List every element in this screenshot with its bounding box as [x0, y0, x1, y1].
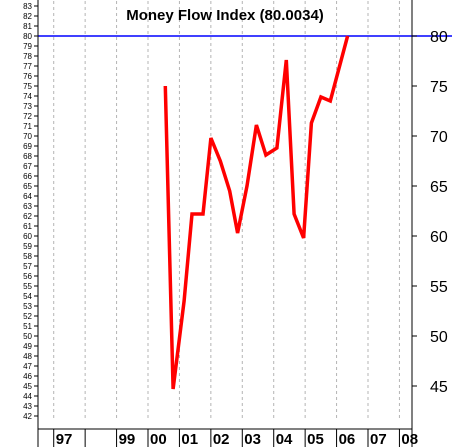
left-tick-label-59: 59	[23, 242, 32, 251]
right-y-tick-labels: 45 50 55 60 65 70 75 80	[430, 29, 448, 396]
x-tick-label-01: 01	[181, 431, 198, 447]
x-tick-label-00: 00	[150, 431, 167, 447]
left-tick-label-74: 74	[23, 92, 32, 101]
mfi-series-line	[163, 35, 350, 390]
left-tick-label-72: 72	[23, 112, 32, 121]
left-tick-label-77: 77	[23, 62, 32, 71]
series-layer	[163, 35, 350, 390]
x-tick-label-05: 05	[307, 431, 324, 447]
right-tick-label-80: 80	[430, 29, 448, 46]
left-tick-label-67: 67	[23, 162, 32, 171]
left-tick-label-45: 45	[23, 382, 32, 391]
left-tick-label-75: 75	[23, 82, 32, 91]
right-tick-label-70: 70	[430, 129, 448, 146]
x-tick-label-07: 07	[370, 431, 387, 447]
right-tick-label-75: 75	[430, 79, 448, 96]
x-tick-label-99: 99	[119, 431, 136, 447]
left-tick-label-62: 62	[23, 212, 32, 221]
left-tick-label-71: 71	[23, 122, 32, 131]
left-y-tick-labels: 4243444546474849505152535455565758596061…	[23, 2, 32, 421]
right-tick-label-55: 55	[430, 279, 448, 296]
x-tick-label-04: 04	[276, 431, 293, 447]
left-tick-label-76: 76	[23, 72, 32, 81]
left-tick-label-60: 60	[23, 232, 32, 241]
left-tick-label-50: 50	[23, 332, 32, 341]
left-tick-label-56: 56	[23, 272, 32, 281]
left-tick-label-63: 63	[23, 202, 32, 211]
grid-layer	[53, 1, 400, 421]
x-tick-label-03: 03	[244, 431, 261, 447]
left-tick-label-57: 57	[23, 262, 32, 271]
axis-layer	[34, 0, 417, 447]
left-tick-label-78: 78	[23, 52, 32, 61]
left-tick-label-64: 64	[23, 192, 32, 201]
left-tick-label-53: 53	[23, 302, 32, 311]
left-tick-label-52: 52	[23, 312, 32, 321]
left-tick-label-82: 82	[23, 12, 32, 21]
chart-title: Money Flow Index (80.0034)	[126, 7, 324, 24]
left-tick-label-55: 55	[23, 282, 32, 291]
left-tick-label-48: 48	[23, 352, 32, 361]
x-tick-label-02: 02	[213, 431, 230, 447]
left-tick-label-51: 51	[23, 322, 32, 331]
left-tick-label-46: 46	[23, 372, 32, 381]
left-tick-label-44: 44	[23, 392, 32, 401]
left-tick-label-58: 58	[23, 252, 32, 261]
right-tick-label-65: 65	[430, 179, 448, 196]
left-tick-label-47: 47	[23, 362, 32, 371]
left-tick-label-61: 61	[23, 222, 32, 231]
left-tick-label-42: 42	[23, 412, 32, 421]
left-tick-label-54: 54	[23, 292, 32, 301]
right-tick-label-60: 60	[430, 229, 448, 246]
left-tick-label-49: 49	[23, 342, 32, 351]
left-tick-label-43: 43	[23, 402, 32, 411]
left-tick-label-65: 65	[23, 182, 32, 191]
left-tick-label-69: 69	[23, 142, 32, 151]
left-tick-label-73: 73	[23, 102, 32, 111]
left-tick-label-66: 66	[23, 172, 32, 181]
right-tick-label-45: 45	[430, 379, 448, 396]
x-tick-label-06: 06	[339, 431, 356, 447]
x-tick-label-08: 08	[401, 431, 418, 447]
left-tick-label-80: 80	[23, 32, 32, 41]
x-tick-labels: 97 99 00 01 02 03 04 05 06 07 08	[56, 431, 418, 447]
x-tick-label-97: 97	[56, 431, 73, 447]
left-tick-label-70: 70	[23, 132, 32, 141]
left-tick-label-83: 83	[23, 2, 32, 11]
left-tick-label-68: 68	[23, 152, 32, 161]
left-tick-label-79: 79	[23, 42, 32, 51]
left-tick-label-81: 81	[23, 22, 32, 31]
right-tick-label-50: 50	[430, 329, 448, 346]
